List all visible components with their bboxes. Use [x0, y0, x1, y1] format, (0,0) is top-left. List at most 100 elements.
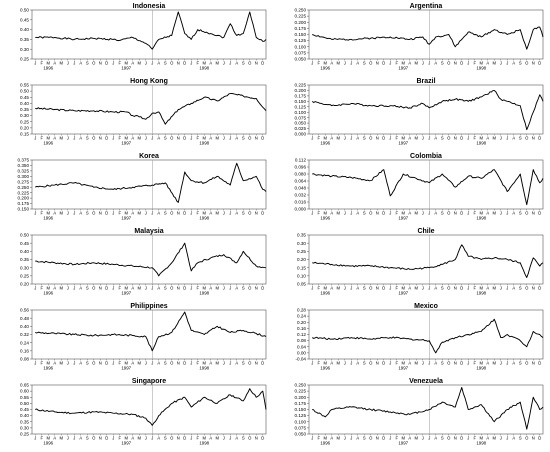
x-month-label: S [441, 136, 444, 141]
x-month-label: M [480, 136, 484, 141]
y-tick-label: 0.175 [295, 93, 307, 98]
x-month-label: M [125, 286, 129, 291]
y-tick-label: 0.45 [20, 241, 29, 246]
x-month-label: J [223, 361, 225, 366]
x-month-label: A [131, 361, 134, 366]
x-month-label: O [248, 286, 252, 291]
x-year-label: 1997 [121, 141, 131, 146]
x-month-label: J [350, 361, 352, 366]
x-month-label: J [229, 436, 231, 441]
x-month-label: S [441, 61, 444, 66]
x-month-label: J [223, 286, 225, 291]
y-tick-label: 0.064 [295, 179, 307, 184]
x-month-label: J [506, 436, 508, 441]
x-month-label: J [151, 286, 153, 291]
x-month-label: A [512, 211, 515, 216]
x-month-label: N [177, 361, 180, 366]
x-month-label: M [203, 361, 207, 366]
y-tick-label: 0.30 [20, 265, 29, 270]
x-month-label: S [363, 61, 366, 66]
x-month-label: N [177, 436, 180, 441]
x-month-label: S [519, 136, 522, 141]
x-month-label: J [34, 211, 36, 216]
x-month-label: J [73, 211, 75, 216]
x-month-label: O [447, 361, 451, 366]
x-month-label: N [99, 136, 102, 141]
x-month-label: F [40, 61, 43, 66]
x-month-label: D [460, 436, 463, 441]
chart-title: Korea [139, 153, 159, 160]
x-month-label: O [525, 211, 529, 216]
x-year-label: 1998 [476, 291, 486, 296]
x-month-label: S [519, 211, 522, 216]
chart-panel-mexico: Mexico 0.28 0.24 0.20 0.16 0.12 0.08 0.04 0.00 -0… [279, 302, 547, 372]
x-year-label: 1997 [121, 291, 131, 296]
x-month-label: S [86, 61, 89, 66]
x-month-label: F [473, 436, 476, 441]
x-month-label: A [131, 211, 134, 216]
x-year-label: 1996 [43, 366, 53, 371]
x-month-label: M [324, 361, 328, 366]
x-month-label: J [422, 286, 424, 291]
x-month-label: A [356, 61, 359, 66]
y-tick-label: 0.35 [20, 257, 29, 262]
x-month-label: J [67, 61, 69, 66]
chart-title: Venezuela [409, 378, 443, 385]
x-month-label: M [47, 136, 51, 141]
x-month-label: A [486, 436, 489, 441]
x-month-label: J [112, 61, 114, 66]
x-month-label: A [53, 436, 56, 441]
x-month-label: M [60, 211, 64, 216]
x-month-label: M [216, 211, 220, 216]
x-month-label: S [519, 436, 522, 441]
x-month-label: J [344, 61, 346, 66]
x-month-label: N [99, 286, 102, 291]
chart-title: Malaysia [134, 228, 163, 235]
x-month-label: F [40, 286, 43, 291]
x-month-label: M [47, 361, 51, 366]
y-tick-label: 0.225 [295, 389, 307, 394]
y-tick-label: 0.275 [18, 179, 30, 184]
chart-panel-indonesia: Indonesia 0.50 0.45 0.40 0.35 0.30 0.25 J F M A M J J… [2, 2, 270, 72]
x-month-label: J [467, 211, 469, 216]
chart-title: Chile [417, 228, 434, 235]
x-month-label: A [235, 61, 238, 66]
x-month-label: J [389, 436, 391, 441]
x-month-label: A [486, 211, 489, 216]
y-tick-label: 0.125 [295, 104, 307, 109]
x-month-label: F [118, 136, 121, 141]
x-month-label: F [473, 61, 476, 66]
x-month-label: F [118, 286, 121, 291]
x-month-label: J [67, 286, 69, 291]
y-tick-label: 0.30 [297, 241, 306, 246]
y-tick-label: 0.200 [295, 88, 307, 93]
x-month-label: J [422, 61, 424, 66]
x-month-label: M [60, 436, 64, 441]
x-month-label: M [415, 61, 419, 66]
x-month-label: O [92, 361, 96, 366]
x-month-label: J [112, 361, 114, 366]
x-month-label: S [519, 61, 522, 66]
y-tick-label: 0.40 [20, 101, 29, 106]
series-line [35, 311, 267, 352]
x-month-label: N [255, 136, 258, 141]
y-tick-label: 0.04 [297, 344, 306, 349]
x-month-label: J [344, 361, 346, 366]
y-tick-label: 0.175 [295, 401, 307, 406]
x-month-label: A [53, 361, 56, 366]
x-month-label: A [157, 361, 160, 366]
x-month-label: M [415, 136, 419, 141]
x-month-label: J [34, 361, 36, 366]
x-month-label: M [138, 361, 142, 366]
x-month-label: M [402, 361, 406, 366]
chart-title: Brazil [416, 78, 435, 85]
x-month-label: O [248, 211, 252, 216]
x-month-label: S [86, 436, 89, 441]
y-tick-label: 0.35 [20, 37, 29, 42]
y-tick-label: 0.40 [20, 27, 29, 32]
x-month-label: O [92, 286, 96, 291]
x-month-label: J [190, 361, 192, 366]
x-month-label: A [157, 136, 160, 141]
x-year-label: 1997 [398, 366, 408, 371]
x-month-label: A [209, 61, 212, 66]
